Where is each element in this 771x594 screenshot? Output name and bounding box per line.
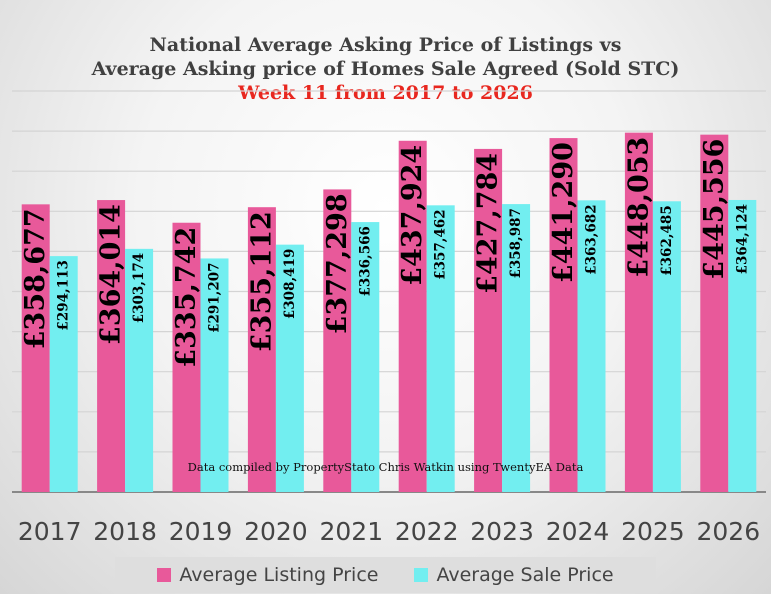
bar-sale-price: [49, 256, 78, 492]
data-label-sale: £308,419: [282, 249, 298, 319]
data-label-listing: £445,556: [699, 139, 730, 280]
data-label-sale: £362,485: [659, 205, 675, 275]
data-label-listing: £364,014: [96, 204, 127, 345]
bar-sale-price: [275, 244, 304, 492]
x-tick-label: 2026: [696, 517, 760, 546]
data-label-sale: £364,124: [734, 204, 750, 274]
legend-swatch-sale: [414, 568, 429, 582]
bar-sale-price: [502, 204, 531, 493]
chart-subtitle: Week 11 from 2017 to 2026: [238, 82, 533, 104]
data-label-sale: £336,566: [357, 226, 373, 296]
data-label-sale: £303,174: [131, 253, 147, 323]
x-tick-label: 2017: [18, 517, 82, 546]
data-label-listing: £427,784: [473, 153, 504, 294]
x-tick-label: 2018: [93, 517, 157, 546]
bar-listing-price: [474, 148, 503, 492]
data-label-listing: £335,742: [171, 227, 202, 368]
legend-item-sale: Average Sale Price: [414, 564, 614, 586]
bar-listing-price: [398, 140, 427, 492]
bar-listing-price: [247, 207, 276, 492]
bar-listing-price: [172, 222, 201, 492]
chart-title: National Average Asking Price of Listing…: [149, 34, 622, 56]
data-label-listing: £441,290: [548, 142, 579, 283]
bar-chart: £358,677 £294,113 2017 £364,014 £303,174 2018…: [12, 90, 766, 546]
data-label-listing: £377,298: [322, 193, 353, 334]
data-label-listing: £355,112: [246, 211, 277, 352]
legend: Average Listing Price Average Sale Price: [115, 557, 656, 593]
data-label-sale: £363,682: [584, 204, 600, 274]
data-label-sale: £291,207: [207, 262, 223, 332]
bar-listing-price: [700, 134, 729, 492]
bar-sale-price: [652, 201, 681, 492]
data-label-listing: £358,677: [20, 208, 51, 349]
legend-item-listing: Average Listing Price: [157, 564, 378, 586]
legend-label-sale: Average Sale Price: [436, 564, 614, 586]
data-label-listing: £437,924: [397, 145, 428, 286]
data-label-sale: £357,462: [433, 209, 449, 279]
x-tick-label: 2021: [319, 517, 383, 546]
chart-title-line2: Average Asking price of Homes Sale Agree…: [91, 58, 680, 80]
data-source-note: Data compiled by PropertyStato Chris Wat…: [187, 460, 584, 474]
x-tick-label: 2023: [470, 517, 534, 546]
x-tick-label: 2022: [395, 517, 459, 546]
x-tick-label: 2020: [244, 517, 308, 546]
bar-listing-price: [624, 132, 653, 492]
legend-label-listing: Average Listing Price: [179, 564, 379, 586]
bar-listing-price: [21, 204, 50, 492]
x-tick-label: 2025: [621, 517, 685, 546]
bar-sale-price: [351, 222, 380, 492]
data-label-listing: £448,053: [623, 137, 654, 278]
bar-sale-price: [426, 205, 455, 492]
legend-swatch-listing: [157, 568, 172, 582]
bar-listing-price: [97, 200, 126, 492]
data-label-sale: £294,113: [56, 260, 72, 330]
x-tick-label: 2024: [546, 517, 610, 546]
bar-sale-price: [125, 248, 154, 492]
x-tick-label: 2019: [169, 517, 233, 546]
bar-listing-price: [549, 138, 578, 492]
bar-sale-price: [200, 258, 229, 492]
data-label-sale: £358,987: [508, 208, 524, 278]
bar-sale-price: [728, 199, 757, 493]
bar-listing-price: [323, 189, 352, 493]
bar-sale-price: [577, 200, 606, 493]
